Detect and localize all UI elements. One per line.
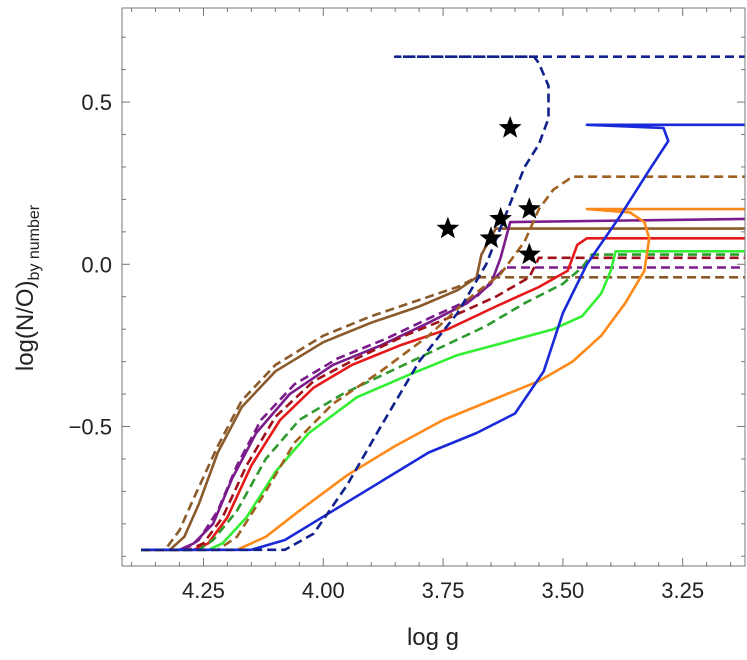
series-line-1 — [141, 227, 745, 552]
series-line-5 — [141, 237, 745, 552]
series-line-8 — [141, 250, 745, 552]
star-marker-1 — [436, 216, 460, 239]
series-line-2 — [141, 276, 745, 552]
star-marker-3 — [489, 206, 512, 229]
x-tick-label-1: 4.25 — [182, 578, 225, 603]
x-axis-title: log g — [407, 624, 459, 651]
series-line-4 — [141, 266, 745, 552]
plot-frame — [121, 7, 746, 567]
series-line-11 — [141, 123, 745, 552]
x-tick-label-3: 3.75 — [422, 578, 465, 603]
y-tick-label-3: −0.5 — [69, 415, 112, 440]
x-tick-label-2: 4.00 — [302, 578, 345, 603]
y-tick-label-1: 0.5 — [81, 90, 112, 115]
axis-ticks: 4.25 4.00 3.75 3.50 3.25 0.5 0.0 −0.5 — [69, 8, 745, 603]
y-axis-title-main: log(N/O) — [12, 280, 39, 371]
series-line-7 — [141, 253, 745, 552]
y-axis-title: log(N/O)by number — [12, 204, 43, 371]
y-axis-title-sub: by number — [26, 204, 43, 280]
y-tick-label-2: 0.0 — [81, 252, 112, 277]
star-marker-4 — [479, 226, 503, 248]
star-marker-5 — [517, 197, 541, 219]
star-marker-6 — [517, 242, 541, 265]
series-line-9 — [141, 175, 745, 552]
star-markers — [436, 116, 541, 265]
x-tick-label-4: 3.50 — [541, 578, 584, 603]
x-tick-label-5: 3.25 — [661, 578, 704, 603]
series-curves — [141, 55, 746, 552]
star-marker-2 — [498, 116, 522, 138]
series-line-6 — [141, 256, 745, 552]
series-line-10 — [141, 207, 745, 552]
